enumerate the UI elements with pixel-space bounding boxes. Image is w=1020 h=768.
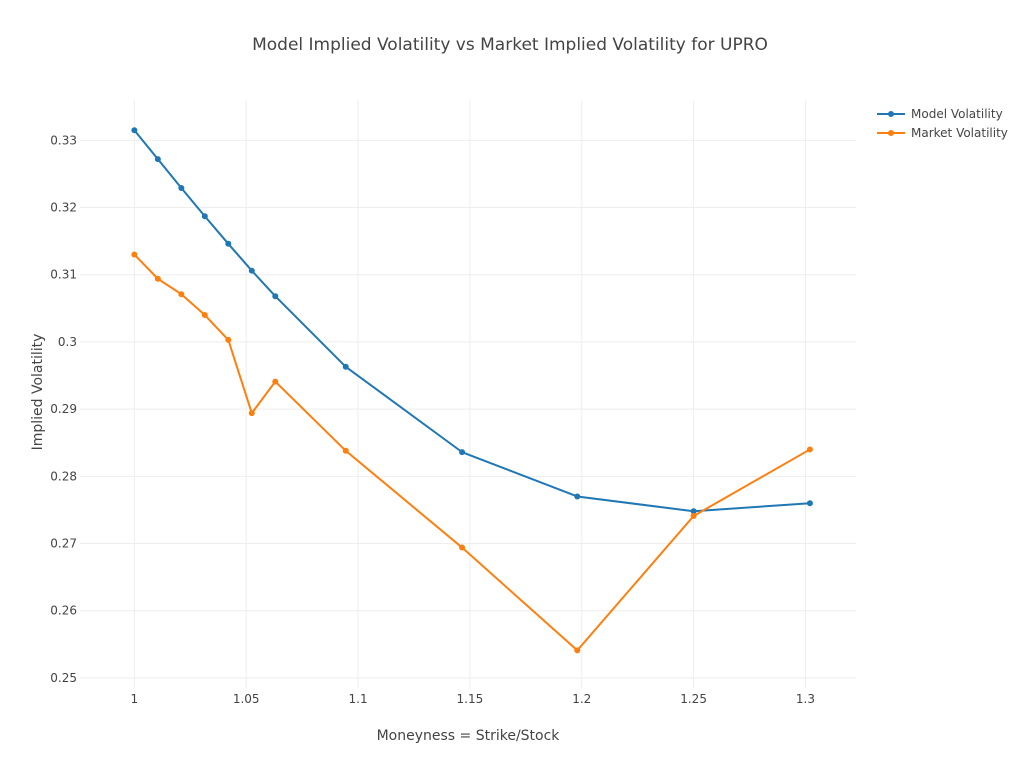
data-point[interactable] xyxy=(690,508,697,515)
data-point[interactable] xyxy=(248,410,255,417)
data-point[interactable] xyxy=(342,447,349,454)
data-point[interactable] xyxy=(248,267,255,274)
data-point[interactable] xyxy=(806,446,813,453)
legend: Model Volatility Market Volatility xyxy=(877,107,1008,140)
y-tick-label: 0.25 xyxy=(50,671,77,685)
data-point[interactable] xyxy=(690,512,697,519)
data-point[interactable] xyxy=(342,363,349,370)
x-tick-label: 1.05 xyxy=(233,692,260,706)
chart-title: Model Implied Volatility vs Market Impli… xyxy=(252,35,768,55)
legend-label: Model Volatility xyxy=(911,107,1003,121)
data-point[interactable] xyxy=(806,500,813,507)
y-tick-label: 0.28 xyxy=(50,469,77,483)
series-market xyxy=(131,251,813,654)
x-tick-label: 1.3 xyxy=(796,692,815,706)
data-point[interactable] xyxy=(574,647,581,654)
x-tick-label: 1.25 xyxy=(680,692,707,706)
series-line xyxy=(133,253,811,652)
y-tick-label: 0.26 xyxy=(50,604,77,618)
x-tick-label: 1 xyxy=(131,692,139,706)
y-axis-title: Implied Volatility xyxy=(30,334,46,451)
data-point[interactable] xyxy=(178,185,185,192)
y-tick-label: 0.3 xyxy=(58,335,77,349)
series-layer xyxy=(131,127,813,654)
data-point[interactable] xyxy=(272,293,279,300)
x-axis-ticks: 1 1.05 1.1 1.15 1.2 1.25 1.3 xyxy=(131,692,815,706)
legend-label: Market Volatility xyxy=(911,126,1008,140)
x-tick-label: 1.2 xyxy=(572,692,591,706)
y-tick-label: 0.31 xyxy=(50,268,77,282)
y-axis-ticks: 0.25 0.26 0.27 0.28 0.29 0.3 0.31 0.32 0.33 xyxy=(50,133,77,685)
legend-item[interactable]: Market Volatility xyxy=(877,126,1008,140)
x-axis-title: Moneyness = Strike/Stock xyxy=(377,728,561,744)
data-point[interactable] xyxy=(201,312,208,319)
y-tick-label: 0.27 xyxy=(50,537,77,551)
data-point[interactable] xyxy=(459,449,466,456)
x-tick-label: 1.1 xyxy=(349,692,368,706)
data-point[interactable] xyxy=(459,544,466,551)
data-point[interactable] xyxy=(154,156,161,163)
y-tick-label: 0.33 xyxy=(50,133,77,147)
series-line xyxy=(133,129,810,513)
data-point[interactable] xyxy=(131,251,138,258)
series-model xyxy=(131,127,813,515)
x-tick-label: 1.15 xyxy=(457,692,484,706)
data-point[interactable] xyxy=(131,127,138,134)
data-point[interactable] xyxy=(178,291,185,298)
data-point[interactable] xyxy=(201,213,208,220)
legend-marker-swatch xyxy=(888,130,894,136)
y-tick-label: 0.29 xyxy=(50,402,77,416)
data-point[interactable] xyxy=(225,240,232,247)
legend-marker-swatch xyxy=(888,111,894,117)
data-point[interactable] xyxy=(574,493,581,500)
y-tick-label: 0.32 xyxy=(50,201,77,215)
data-point[interactable] xyxy=(225,336,232,343)
data-point[interactable] xyxy=(154,275,161,282)
data-point[interactable] xyxy=(272,378,279,385)
legend-item[interactable]: Model Volatility xyxy=(877,107,1003,121)
grid xyxy=(80,100,856,688)
